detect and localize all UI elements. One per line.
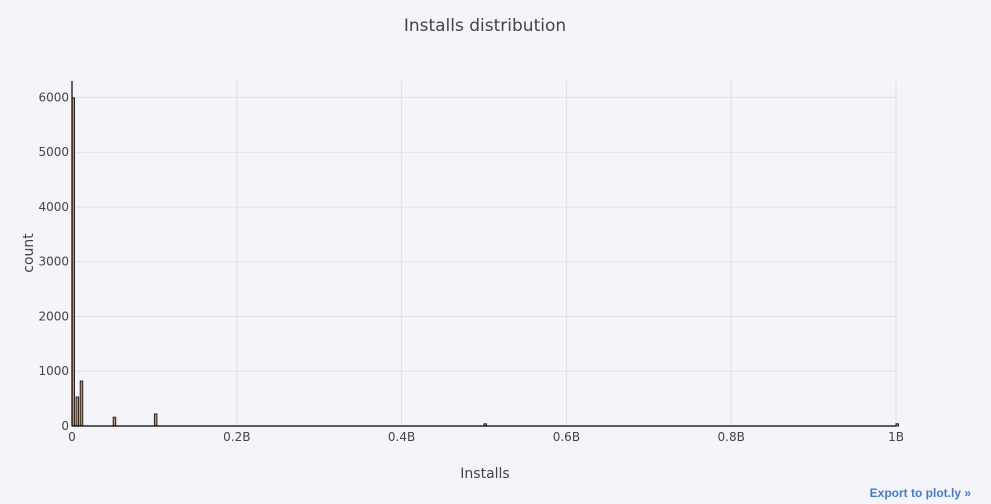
y-axis-title: count — [21, 233, 37, 273]
histogram-bar — [79, 380, 84, 427]
x-axis-title: Installs — [460, 466, 509, 482]
export-to-plotly-link[interactable]: Export to plot.ly » — [869, 486, 971, 500]
y-tick-label: 4000 — [38, 200, 69, 214]
histogram-bar — [895, 423, 899, 427]
x-tick-label: 0 — [68, 430, 76, 444]
histogram-bar — [75, 396, 80, 427]
y-tick-label: 5000 — [38, 145, 69, 159]
x-tick-label: 0.6B — [553, 430, 580, 444]
x-tick-label: 0.8B — [718, 430, 745, 444]
x-tick-label: 0.2B — [223, 430, 250, 444]
y-tick-label: 0 — [61, 419, 69, 433]
y-tick-label: 6000 — [38, 90, 69, 104]
x-tick-label: 1B — [888, 430, 904, 444]
x-tick-labels: 0 0.2B 0.4B 0.6B 0.8B 1B — [68, 430, 904, 444]
gridlines — [72, 81, 897, 426]
chart-title: Installs distribution — [404, 16, 566, 36]
histogram-bar — [153, 413, 158, 427]
y-tick-label: 1000 — [38, 364, 69, 378]
y-tick-label: 2000 — [38, 309, 69, 323]
y-tick-labels: 0 1000 2000 3000 4000 5000 6000 — [38, 90, 69, 433]
x-tick-label: 0.4B — [388, 430, 415, 444]
histogram-bar — [112, 416, 117, 427]
y-tick-label: 3000 — [38, 255, 69, 269]
